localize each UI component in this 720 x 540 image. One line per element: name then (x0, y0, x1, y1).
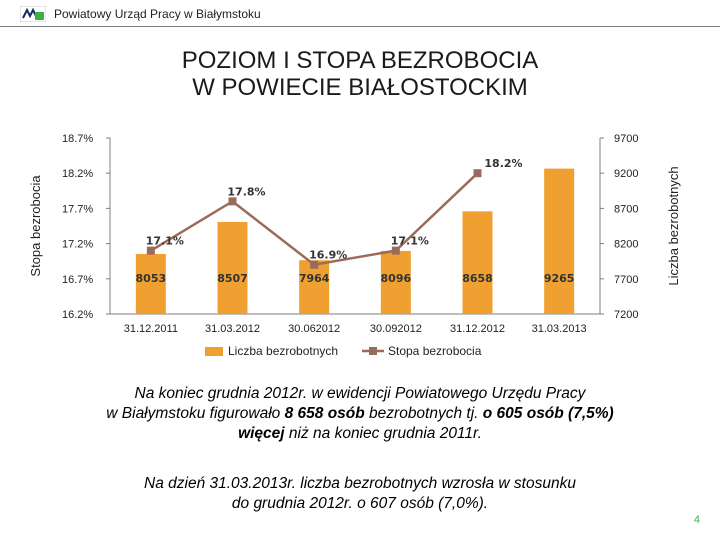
bar (544, 168, 575, 314)
left-tick-label: 17.7% (62, 203, 93, 215)
x-tick-label: 31.12.2012 (450, 323, 505, 335)
rate-point (473, 169, 482, 178)
p1-part2: w Białymstoku figurowało (106, 405, 285, 422)
rate-value-label: 17.1% (146, 235, 184, 248)
rate-point (391, 246, 400, 255)
bar-value-label: 8658 (462, 272, 493, 285)
bar-value-label: 8507 (217, 272, 248, 285)
p1-bold1: 8 658 osób (284, 405, 365, 422)
rate-point (146, 246, 155, 255)
summary-paragraph-2: Na dzień 31.03.2013r. liczba bezrobotnyc… (60, 474, 660, 514)
rate-point (228, 197, 237, 206)
rate-value-label: 17.1% (391, 235, 429, 248)
page-number: 4 (693, 514, 700, 526)
p1-bold3: więcej (238, 425, 285, 442)
header-divider (0, 26, 720, 27)
rate-value-label: 16.9% (309, 249, 347, 262)
x-tick-label: 31.12.2011 (124, 323, 178, 335)
x-tick-label: 30.062012 (288, 323, 340, 335)
title-line-1: POZIOM I STOPA BEZROBOCIA (181, 47, 539, 74)
bar-value-label: 8096 (381, 272, 412, 285)
p1-part4: niż na koniec grudnia 2011r. (284, 425, 482, 442)
rate-value-label: 17.8% (227, 185, 265, 198)
left-tick-label: 18.2% (62, 168, 93, 180)
chart: 16.2% 16.7% 17.2% 17.7% 18.2% 18.7% 7200 7700 82… (0, 120, 720, 370)
title-line-2: W POWIECIE BIAŁOSTOCKIM (192, 74, 528, 101)
right-tick-label: 8700 (614, 203, 638, 215)
p1-part3: bezrobotnych tj. (364, 405, 483, 422)
bar-value-label: 7964 (299, 272, 330, 285)
bar (380, 250, 411, 314)
right-tick-label: 7700 (614, 274, 638, 286)
bar (299, 260, 330, 314)
bar-value-label: 8053 (136, 272, 167, 285)
legend-bar-label: Liczba bezrobotnych (228, 344, 338, 358)
right-axis-title: Liczba bezrobotnych (666, 166, 681, 285)
left-tick-label: 17.2% (62, 239, 93, 251)
p2-line2: do grudnia 2012r. o 607 osób (7,0%). (231, 495, 489, 512)
p2-line1: Na dzień 31.03.2013r. liczba bezrobotnyc… (144, 475, 576, 492)
x-tick-label: 30.092012 (370, 323, 422, 335)
left-tick-label: 16.2% (62, 309, 93, 321)
rate-point (310, 260, 319, 269)
bar (217, 221, 248, 314)
rate-value-label: 18.2% (484, 157, 522, 170)
bar (135, 253, 166, 314)
legend-line-label: Stopa bezrobocia (388, 344, 482, 358)
x-tick-label: 31.03.2013 (532, 323, 587, 335)
bar-value-label: 9265 (544, 272, 575, 285)
right-tick-label: 9700 (614, 133, 638, 145)
right-tick-label: 8200 (614, 239, 638, 251)
left-axis-title: Stopa bezrobocia (28, 175, 43, 277)
x-tick-label: 31.03.2012 (205, 323, 260, 335)
right-tick-label: 9200 (614, 168, 638, 180)
left-tick-label: 18.7% (62, 133, 93, 145)
legend-bar-swatch (205, 347, 223, 356)
left-tick-label: 16.7% (62, 274, 93, 286)
header: Powiatowy Urząd Pracy w Białymstoku (0, 0, 720, 28)
summary-paragraph-1: Na koniec grudnia 2012r. w ewidencji Pow… (40, 384, 680, 444)
right-tick-label: 7200 (614, 309, 638, 321)
p1-bold2: o 605 osób (7,5%) (482, 405, 614, 422)
page-title: POZIOM I STOPA BEZROBOCIA W POWIECIE BIA… (0, 47, 720, 101)
org-name: Powiatowy Urząd Pracy w Białymstoku (54, 7, 261, 21)
pup-logo-icon (20, 6, 46, 22)
p1-part1: Na koniec grudnia 2012r. w ewidencji Pow… (134, 385, 586, 402)
legend-line-marker (369, 347, 377, 355)
bar (462, 211, 493, 314)
chart-svg: 16.2% 16.7% 17.2% 17.7% 18.2% 18.7% 7200 7700 82… (28, 133, 681, 358)
